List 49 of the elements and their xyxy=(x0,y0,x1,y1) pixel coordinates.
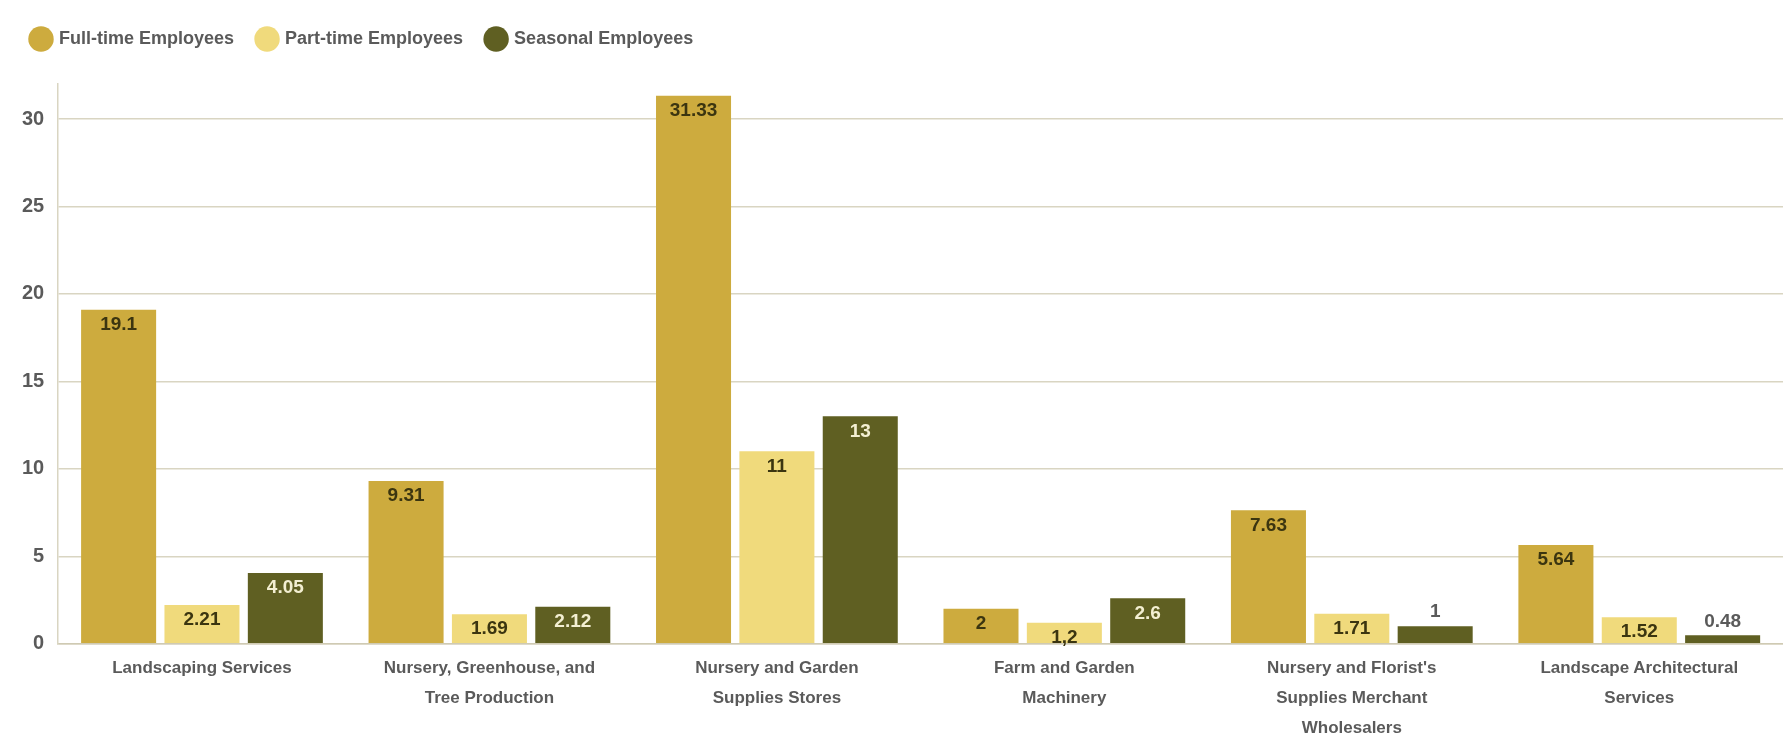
bar xyxy=(1518,545,1594,643)
bar xyxy=(739,451,815,643)
y-tick-label: 30 xyxy=(22,106,45,129)
data-label: 11 xyxy=(766,454,788,476)
bar xyxy=(81,309,157,643)
data-label: 1,2 xyxy=(1051,625,1078,647)
y-tick-label: 20 xyxy=(22,281,45,304)
legend-label: Full-time Employees xyxy=(59,27,235,48)
data-label: 2.21 xyxy=(183,608,221,630)
x-tick-label: Landscaping Services xyxy=(112,658,292,678)
y-tick-label: 10 xyxy=(22,456,45,479)
data-label: 1.69 xyxy=(470,617,508,639)
bar xyxy=(943,608,1019,643)
y-tick-label: 5 xyxy=(33,543,45,566)
bar xyxy=(1230,510,1306,643)
bar xyxy=(1685,635,1761,643)
data-label: 1.52 xyxy=(1620,620,1658,642)
data-label: 2 xyxy=(975,612,987,633)
y-tick-label: 15 xyxy=(22,368,45,391)
bar xyxy=(1314,613,1390,643)
x-tick-label: Landscape Architectural Services xyxy=(1540,658,1739,708)
x-tick-label: Nursery, Greenhouse, and Tree Production xyxy=(383,658,596,708)
data-label: 2.6 xyxy=(1134,601,1161,623)
bar xyxy=(822,416,898,643)
bar xyxy=(535,606,611,643)
y-tick-label: 0 xyxy=(33,631,45,654)
legend-label: Part-time Employees xyxy=(285,27,464,48)
bar xyxy=(368,480,444,643)
data-label: 13 xyxy=(849,419,871,441)
bar xyxy=(1397,626,1473,643)
data-label: 1.71 xyxy=(1333,617,1371,639)
data-label: 7.63 xyxy=(1249,513,1287,535)
x-tick-label: Nursery and Garden Supplies Stores xyxy=(695,658,859,708)
bar xyxy=(656,95,732,643)
data-label: 1 xyxy=(1429,600,1441,622)
data-label: 2.12 xyxy=(554,609,592,631)
bar xyxy=(1110,598,1186,643)
data-label: 31.33 xyxy=(669,98,718,120)
legend-label: Seasonal Employees xyxy=(514,27,694,48)
data-label: 4.05 xyxy=(266,576,305,598)
x-tick-label: Nursery and Florist's Supplies Merchant Wholesalers xyxy=(1267,658,1437,737)
bar xyxy=(247,572,323,643)
data-label: 0.48 xyxy=(1704,609,1742,631)
bar xyxy=(164,605,240,643)
y-tick-label: 25 xyxy=(22,193,45,216)
data-label: 19.1 xyxy=(100,312,138,334)
x-tick-label: Farm and Garden Machinery xyxy=(993,658,1135,708)
data-label: 9.31 xyxy=(387,484,425,506)
data-label: 5.64 xyxy=(1537,548,1575,570)
